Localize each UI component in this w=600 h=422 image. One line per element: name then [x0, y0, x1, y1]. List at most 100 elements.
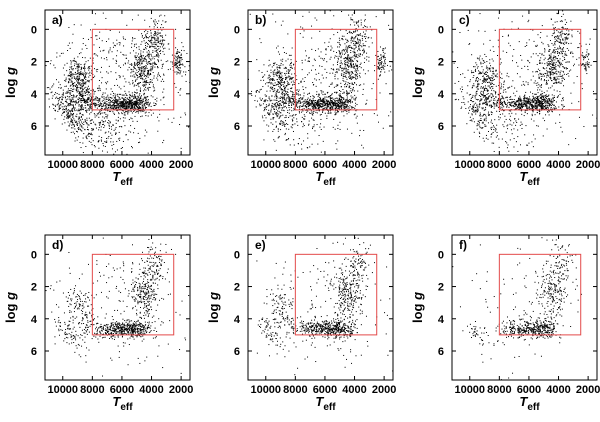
data-point	[67, 109, 69, 111]
data-point	[131, 63, 133, 65]
data-point	[74, 101, 76, 103]
data-point	[363, 61, 365, 63]
data-point	[67, 91, 69, 93]
data-point	[334, 57, 336, 59]
data-point	[186, 52, 188, 54]
data-point	[124, 102, 126, 104]
data-point	[503, 89, 505, 91]
data-point	[138, 57, 140, 59]
data-point	[135, 43, 137, 45]
data-point	[302, 98, 304, 100]
data-point	[486, 67, 488, 69]
data-point	[340, 90, 342, 92]
data-point	[322, 98, 324, 100]
data-point	[110, 141, 112, 143]
data-point	[501, 138, 503, 140]
data-point	[268, 77, 270, 79]
data-point	[485, 102, 487, 104]
data-point	[331, 101, 333, 103]
data-point	[324, 105, 326, 107]
data-point	[471, 114, 473, 116]
data-point	[305, 50, 307, 52]
data-point	[185, 71, 187, 73]
data-point	[83, 107, 85, 109]
data-point	[471, 101, 473, 103]
data-point	[98, 112, 100, 114]
data-point	[287, 33, 289, 35]
data-point	[273, 109, 275, 110]
data-point	[306, 98, 308, 100]
data-point	[280, 93, 282, 95]
data-point	[139, 106, 141, 108]
data-point	[354, 78, 356, 80]
data-point	[70, 131, 72, 133]
data-point	[49, 63, 51, 65]
data-point	[391, 69, 393, 71]
data-point	[57, 98, 59, 100]
data-point	[316, 107, 318, 109]
data-point	[489, 95, 491, 97]
data-point	[118, 138, 120, 140]
data-point	[98, 87, 100, 89]
data-point	[76, 63, 78, 65]
data-point	[277, 130, 279, 132]
data-point	[90, 37, 92, 39]
data-point	[485, 96, 487, 98]
data-point	[85, 44, 87, 46]
data-point	[304, 59, 306, 61]
data-point	[132, 82, 134, 84]
data-point	[158, 48, 160, 50]
data-point	[260, 42, 262, 44]
data-point	[364, 19, 366, 21]
data-point	[340, 60, 342, 62]
data-point	[162, 44, 164, 46]
data-point	[490, 127, 492, 129]
data-point	[471, 108, 473, 110]
data-point	[355, 102, 357, 104]
data-point	[89, 104, 91, 106]
data-point	[319, 104, 321, 106]
data-point	[69, 110, 71, 112]
data-point	[100, 66, 102, 68]
data-point	[124, 105, 126, 107]
data-point	[275, 106, 277, 108]
data-point	[349, 44, 351, 46]
data-point	[102, 145, 104, 147]
data-point	[127, 139, 129, 141]
data-point	[79, 95, 81, 97]
data-point	[117, 120, 119, 122]
data-point	[358, 55, 360, 57]
data-point	[120, 125, 122, 127]
data-point	[485, 97, 487, 99]
data-point	[351, 32, 353, 34]
data-point	[167, 43, 169, 45]
data-point	[342, 39, 344, 41]
data-point	[133, 110, 135, 112]
data-point	[127, 103, 129, 105]
data-point	[263, 110, 265, 112]
data-point	[318, 108, 320, 110]
data-point	[143, 100, 145, 102]
data-point	[291, 102, 293, 104]
data-point	[289, 109, 291, 111]
data-point	[302, 104, 304, 106]
data-point	[73, 112, 75, 114]
data-point	[346, 92, 348, 94]
data-point	[329, 98, 331, 100]
data-point	[88, 108, 90, 110]
data-point	[86, 94, 88, 96]
data-point	[325, 48, 327, 50]
data-point	[120, 100, 122, 102]
data-point	[71, 108, 73, 110]
data-point	[276, 116, 278, 118]
data-point	[497, 106, 499, 108]
data-point	[86, 111, 88, 113]
data-point	[284, 82, 286, 84]
data-point	[64, 96, 66, 98]
data-point	[137, 14, 139, 16]
data-point	[87, 90, 89, 92]
data-point	[74, 63, 76, 65]
data-point	[86, 138, 88, 140]
data-point	[303, 140, 305, 142]
data-point	[328, 102, 330, 104]
